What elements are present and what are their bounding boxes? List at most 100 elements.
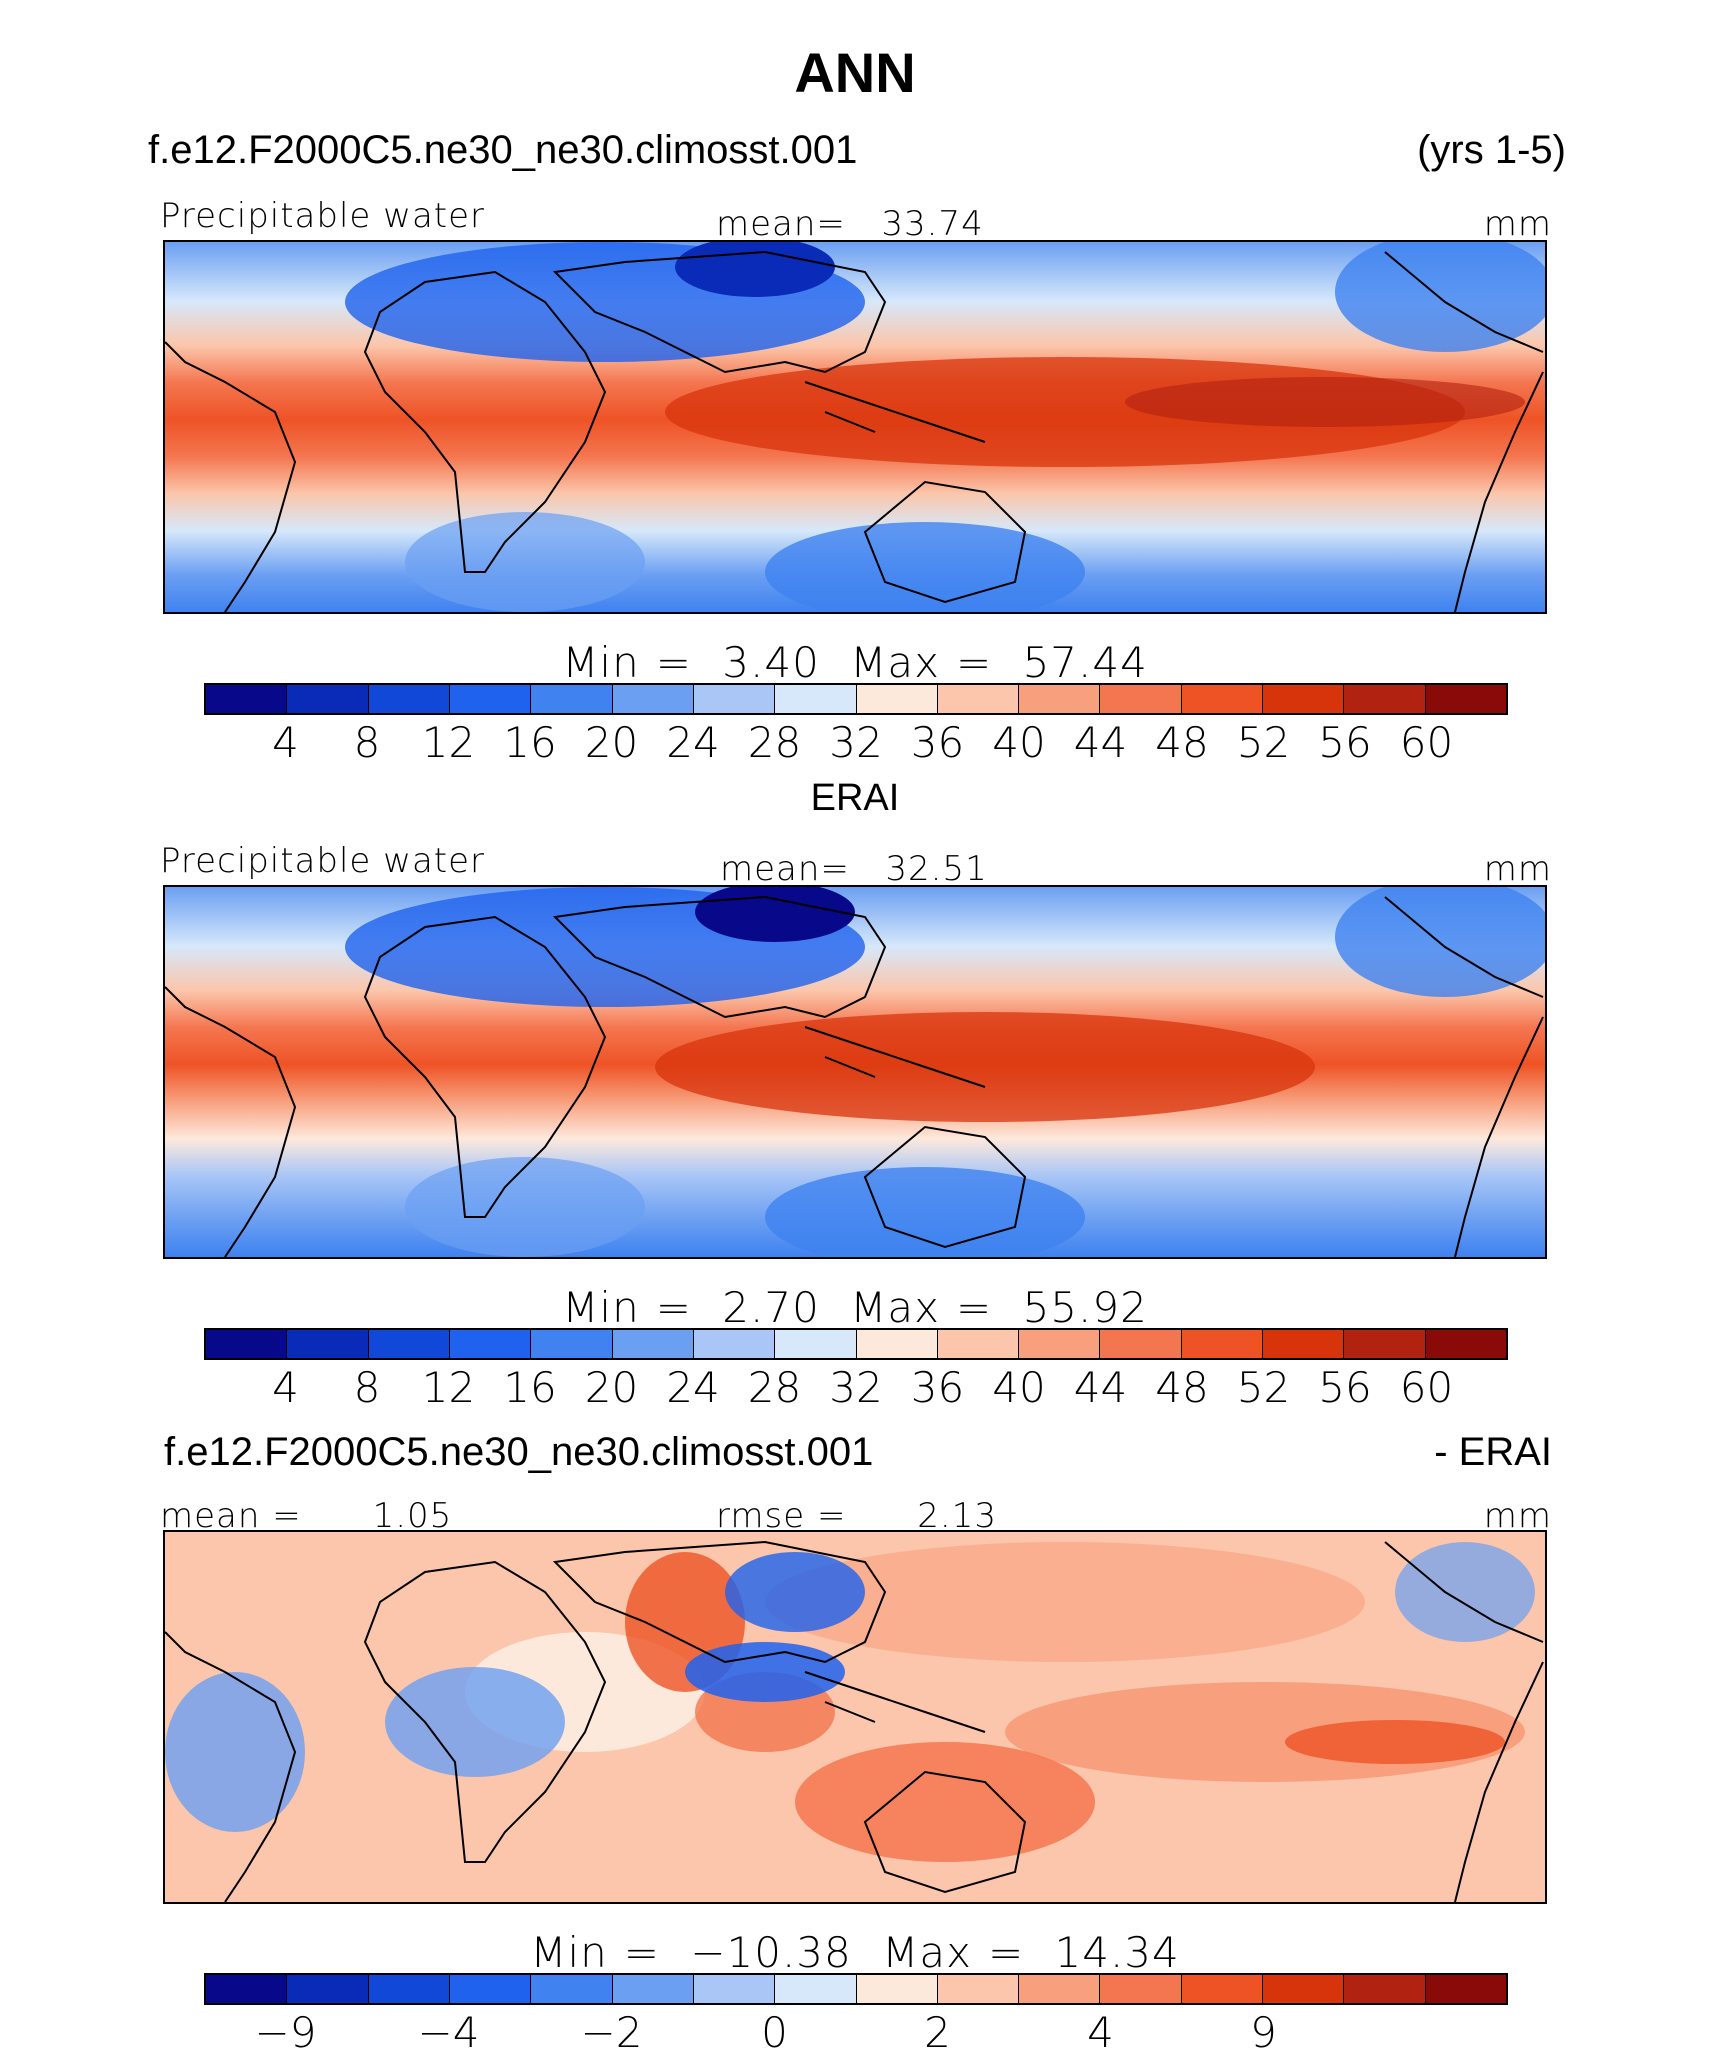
panel-2-colorbar-swatch bbox=[1019, 1330, 1101, 1358]
panel-1-tick-label: 52 bbox=[1236, 718, 1291, 767]
panel-3-coastline-africa bbox=[363, 1560, 607, 1863]
panel-1-colorbar-swatch bbox=[775, 685, 857, 713]
panel-1-tick-label: 40 bbox=[992, 718, 1046, 767]
panel-1-tick-label: 16 bbox=[503, 718, 557, 767]
panel-3-positive-australia bbox=[795, 1742, 1095, 1862]
panel-1-coastline-south-america bbox=[165, 341, 297, 612]
panel-1-tick-label: 20 bbox=[584, 718, 639, 767]
panel-2-colorbar-swatch bbox=[1425, 1330, 1506, 1358]
panel-1-tick-label: 28 bbox=[747, 718, 802, 767]
panel-3-max-label: Max bbox=[882, 1928, 972, 1977]
panel-3-colorbar-swatch bbox=[531, 1975, 613, 2003]
panel-2-tick-label: 56 bbox=[1318, 1363, 1372, 1412]
panel-1-coastline-africa bbox=[363, 270, 607, 573]
panel-3-colorbar-swatch bbox=[368, 1975, 450, 2003]
panel-1-tick-label: 56 bbox=[1318, 718, 1372, 767]
panel-3-negative-south-america bbox=[165, 1672, 305, 1832]
panel-1-coastline-australia bbox=[863, 480, 1027, 604]
panel-3-coastline-australia bbox=[863, 1770, 1027, 1894]
panel-3-colorbar-swatch bbox=[449, 1975, 532, 2003]
panel-1-contour-field bbox=[165, 242, 1545, 612]
panel-2-min-label: Min bbox=[562, 1283, 640, 1332]
panel-1-colorbar-swatch bbox=[1100, 685, 1182, 713]
panel-2-tick-label: 40 bbox=[992, 1363, 1046, 1412]
panel-3-positive-north-pacific bbox=[765, 1542, 1365, 1662]
panel-3-tick-label: 0 bbox=[761, 2008, 788, 2057]
panel-1-max-label: Max bbox=[850, 638, 940, 687]
panel-2-tick-label: 32 bbox=[829, 1363, 883, 1412]
panel-2-colorbar-swatch bbox=[1181, 1330, 1264, 1358]
panel-1-coastline-maritime-continent bbox=[804, 381, 986, 443]
panel-2-min-value: 2.70 bbox=[722, 1283, 820, 1332]
panel-1-minmax: Min = 3.40 Max = 57.44 bbox=[163, 638, 1547, 687]
panel-2-mean-value: 32.51 bbox=[885, 849, 988, 889]
panel-1-colorbar bbox=[204, 683, 1508, 715]
panel-2-max-eq: = bbox=[956, 1283, 993, 1332]
panel-1-units: mm bbox=[1483, 204, 1552, 244]
panel-2-tick-label: 16 bbox=[503, 1363, 557, 1412]
panel-1-years-label: (yrs 1-5) bbox=[1417, 128, 1566, 172]
panel-2-coastline-south-america bbox=[165, 986, 297, 1257]
panel-2-warm-pool bbox=[655, 1012, 1315, 1122]
panel-2-units: mm bbox=[1483, 849, 1552, 889]
panel-2-colorbar-swatch bbox=[531, 1330, 613, 1358]
panel-2-tick-label: 4 bbox=[272, 1363, 299, 1412]
panel-1-min-label: Min bbox=[562, 638, 640, 687]
panel-2-colorbar-swatch bbox=[693, 1330, 776, 1358]
panel-2-max-label: Max bbox=[850, 1283, 940, 1332]
panel-3-tick-label: −2 bbox=[580, 2008, 643, 2057]
panel-3-colorbar-swatch bbox=[206, 1975, 288, 2003]
panel-3-coastline-maritime-continent bbox=[804, 1671, 986, 1733]
panel-1-colorbar-swatch bbox=[1181, 685, 1264, 713]
panel-3-case-label: f.e12.F2000C5.ne30_ne30.climosst.001 bbox=[164, 1430, 874, 1474]
panel-1-mean-value: 33.74 bbox=[881, 204, 984, 244]
panel-1-colorbar-swatch bbox=[1425, 685, 1506, 713]
panel-2-tick-label: 48 bbox=[1155, 1363, 1209, 1412]
panel-2-minmax: Min = 2.70 Max = 55.92 bbox=[163, 1283, 1547, 1332]
panel-2-colorbar-swatch bbox=[449, 1330, 532, 1358]
panel-3-minmax: Min = −10.38 Max = 14.34 bbox=[163, 1928, 1547, 1977]
panel-1-colorbar-ticks: 4 8 12 16 20 24 28 32 36 40 44 48 52 56 60 bbox=[204, 718, 1508, 768]
panel-2-colorbar-swatch bbox=[1344, 1330, 1426, 1358]
figure-title: ANN bbox=[794, 41, 916, 104]
panel-3-map bbox=[163, 1530, 1547, 1904]
panel-3-colorbar-swatch bbox=[612, 1975, 694, 2003]
panel-3-colorbar-swatch bbox=[856, 1975, 938, 2003]
panel-1-tick-label: 32 bbox=[829, 718, 883, 767]
panel-1-tick-label: 8 bbox=[353, 718, 381, 767]
panel-1-tick-label: 24 bbox=[666, 718, 720, 767]
panel-2-colorbar-swatch bbox=[368, 1330, 450, 1358]
panel-1-tick-label: 12 bbox=[421, 718, 476, 767]
panel-1-max-value: 57.44 bbox=[1022, 638, 1148, 687]
panel-3-colorbar bbox=[204, 1973, 1508, 2005]
panel-3-mean-value: 1.05 bbox=[372, 1496, 453, 1536]
panel-1-tick-label: 36 bbox=[910, 718, 965, 767]
panel-2-coastline-australia bbox=[863, 1125, 1027, 1249]
panel-1-tick-label: 4 bbox=[272, 718, 299, 767]
panel-2-tick-label: 8 bbox=[353, 1363, 381, 1412]
panel-3-max-eq: = bbox=[987, 1928, 1025, 1977]
panel-2-coastline-asia bbox=[552, 895, 887, 1019]
panel-3-rmse-value: 2.13 bbox=[917, 1496, 997, 1536]
panel-2-tick-label: 60 bbox=[1399, 1363, 1454, 1412]
panel-2-colorbar-swatch bbox=[1263, 1330, 1345, 1358]
panel-1-colorbar-swatch bbox=[449, 685, 532, 713]
panel-1-colorbar-swatch bbox=[1263, 685, 1345, 713]
panel-3-min-label: Min bbox=[530, 1928, 608, 1977]
panel-2-tick-label: 28 bbox=[747, 1363, 802, 1412]
panel-3-tick-label: −9 bbox=[254, 2008, 317, 2057]
panel-2-max-value: 55.92 bbox=[1022, 1283, 1148, 1332]
panel-1-colorbar-swatch bbox=[612, 685, 694, 713]
panel-3-negative-central-africa bbox=[385, 1667, 565, 1777]
panel-3-coastline-asia bbox=[552, 1540, 887, 1664]
panel-2-min-eq: = bbox=[655, 1283, 692, 1332]
panel-3-colorbar-swatch bbox=[1263, 1975, 1345, 2003]
panel-2-contour-field bbox=[165, 887, 1545, 1257]
panel-1-colorbar-swatch bbox=[1344, 685, 1426, 713]
panel-2-map bbox=[163, 885, 1547, 1259]
panel-1-mean-stat: mean= 33.74 bbox=[716, 204, 984, 244]
panel-1-dry-region-south-africa bbox=[405, 512, 645, 612]
panel-3-colorbar-swatch bbox=[1019, 1975, 1101, 2003]
panel-3-min-value: −10.38 bbox=[690, 1928, 852, 1977]
panel-1-min-eq: = bbox=[655, 638, 692, 687]
